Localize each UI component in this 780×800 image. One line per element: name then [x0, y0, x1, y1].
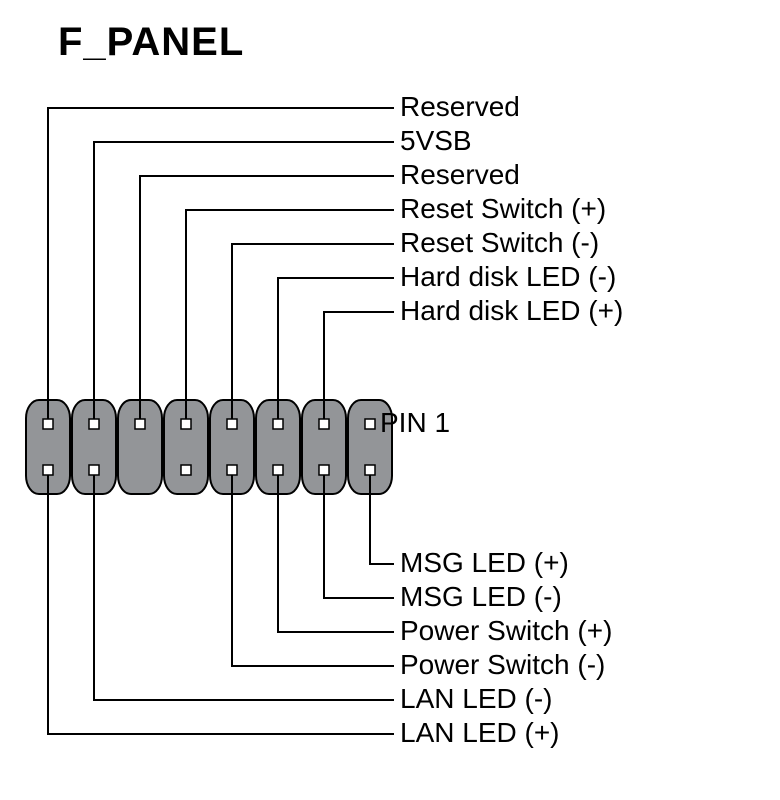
bottom-label-1: MSG LED (-) [400, 581, 562, 613]
top-label-0: Reserved [400, 91, 520, 123]
top-label-2: Reserved [400, 159, 520, 191]
bottom-label-3: Power Switch (-) [400, 649, 605, 681]
pin1-label: PIN 1 [380, 407, 450, 439]
top-label-6: Hard disk LED (+) [400, 295, 623, 327]
wiring-svg [0, 0, 780, 800]
top-label-5: Hard disk LED (-) [400, 261, 616, 293]
bottom-label-5: LAN LED (+) [400, 717, 560, 749]
diagram-canvas: F_PANEL Reserved5VSBReservedReset Switch… [0, 0, 780, 800]
bottom-label-2: Power Switch (+) [400, 615, 612, 647]
bottom-label-4: LAN LED (-) [400, 683, 552, 715]
top-label-1: 5VSB [400, 125, 472, 157]
bottom-label-0: MSG LED (+) [400, 547, 569, 579]
top-label-3: Reset Switch (+) [400, 193, 606, 225]
top-label-4: Reset Switch (-) [400, 227, 599, 259]
